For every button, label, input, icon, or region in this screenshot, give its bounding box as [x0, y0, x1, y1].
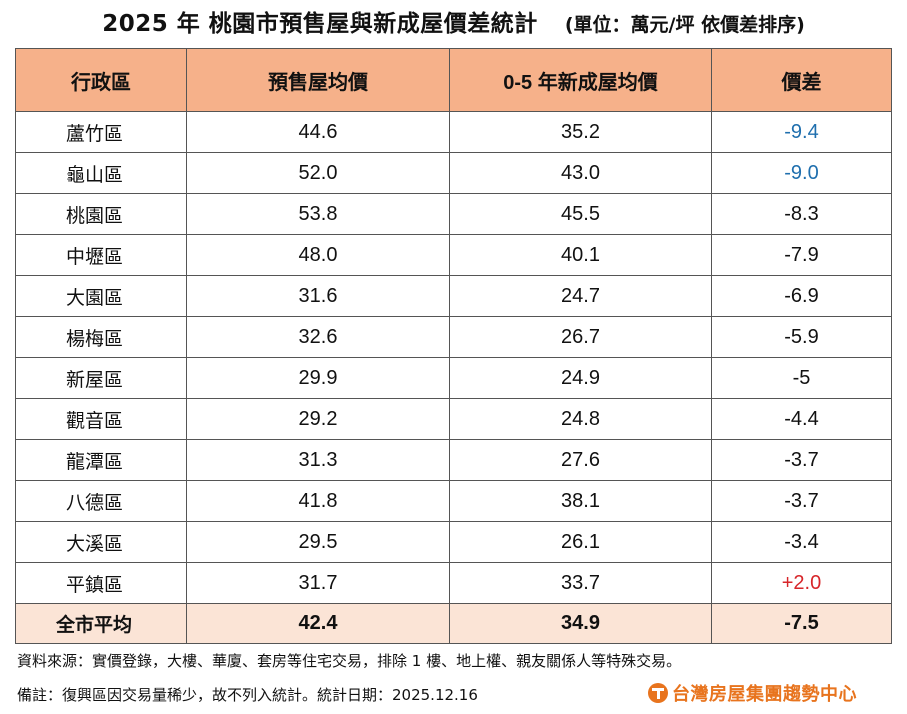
row-district: 平鎮區: [15, 562, 187, 604]
table-row: 中壢區 48.0 40.1 -7.9: [15, 234, 892, 276]
table-header-row: 行政區 預售屋均價 0-5 年新成屋均價 價差: [15, 48, 892, 112]
total-new-build: 34.9: [449, 603, 712, 644]
row-district: 龜山區: [15, 152, 187, 194]
price-diff-table: 行政區 預售屋均價 0-5 年新成屋均價 價差 蘆竹區 44.6 35.2 -9.4 龜…: [15, 48, 892, 644]
row-price-diff: -6.9: [711, 275, 892, 317]
row-district: 中壢區: [15, 234, 187, 276]
title-main: 2025 年 桃園市預售屋與新成屋價差統計: [102, 11, 538, 37]
row-presale-price: 31.7: [186, 562, 450, 604]
row-price-diff: -3.4: [711, 521, 892, 563]
header-presale-price: 預售屋均價: [186, 48, 450, 112]
table-row: 平鎮區 31.7 33.7 +2.0: [15, 562, 892, 604]
row-new-build-price: 24.8: [449, 398, 712, 440]
row-district: 觀音區: [15, 398, 187, 440]
row-district: 大溪區: [15, 521, 187, 563]
row-presale-price: 52.0: [186, 152, 450, 194]
row-new-build-price: 33.7: [449, 562, 712, 604]
row-price-diff: -3.7: [711, 439, 892, 481]
row-district: 八德區: [15, 480, 187, 522]
row-presale-price: 29.2: [186, 398, 450, 440]
row-price-diff: -4.4: [711, 398, 892, 440]
row-district: 新屋區: [15, 357, 187, 399]
row-presale-price: 41.8: [186, 480, 450, 522]
row-presale-price: 32.6: [186, 316, 450, 358]
table-row: 觀音區 29.2 24.8 -4.4: [15, 398, 892, 440]
row-price-diff: -3.7: [711, 480, 892, 522]
header-price-diff: 價差: [711, 48, 892, 112]
table-row: 蘆竹區 44.6 35.2 -9.4: [15, 111, 892, 153]
page-title: 2025 年 桃園市預售屋與新成屋價差統計 (單位：萬元/坪 依價差排序): [0, 0, 907, 48]
table-row: 龜山區 52.0 43.0 -9.0: [15, 152, 892, 194]
row-new-build-price: 26.1: [449, 521, 712, 563]
row-district: 蘆竹區: [15, 111, 187, 153]
row-price-diff: -9.0: [711, 152, 892, 194]
row-presale-price: 53.8: [186, 193, 450, 235]
brand-logo-text: 台灣房屋集團趨勢中心: [672, 684, 857, 705]
row-price-diff: -7.9: [711, 234, 892, 276]
brand-logo: 台灣房屋集團趨勢中心: [648, 680, 857, 706]
row-presale-price: 44.6: [186, 111, 450, 153]
header-district: 行政區: [15, 48, 187, 112]
row-price-diff: +2.0: [711, 562, 892, 604]
row-new-build-price: 35.2: [449, 111, 712, 153]
row-district: 楊梅區: [15, 316, 187, 358]
row-presale-price: 29.9: [186, 357, 450, 399]
title-unit-note: (單位：萬元/坪 依價差排序): [564, 14, 805, 36]
row-presale-price: 29.5: [186, 521, 450, 563]
row-district: 桃園區: [15, 193, 187, 235]
row-new-build-price: 38.1: [449, 480, 712, 522]
source-note: 資料來源：實價登錄，大樓、華廈、套房等住宅交易，排除 1 樓、地上權、親友關係人…: [17, 652, 682, 670]
row-new-build-price: 26.7: [449, 316, 712, 358]
row-price-diff: -8.3: [711, 193, 892, 235]
row-new-build-price: 40.1: [449, 234, 712, 276]
table-row: 桃園區 53.8 45.5 -8.3: [15, 193, 892, 235]
row-price-diff: -5.9: [711, 316, 892, 358]
row-district: 龍潭區: [15, 439, 187, 481]
row-presale-price: 31.6: [186, 275, 450, 317]
row-new-build-price: 24.7: [449, 275, 712, 317]
table-row: 大園區 31.6 24.7 -6.9: [15, 275, 892, 317]
table-body: 蘆竹區 44.6 35.2 -9.4 龜山區 52.0 43.0 -9.0 桃園區 53.8 45.…: [15, 111, 892, 604]
table-row: 八德區 41.8 38.1 -3.7: [15, 480, 892, 522]
total-diff: -7.5: [711, 603, 892, 644]
remark-note: 備註：復興區因交易量稀少，故不列入統計。統計日期：2025.12.16: [17, 686, 478, 704]
total-presale: 42.4: [186, 603, 450, 644]
row-district: 大園區: [15, 275, 187, 317]
header-new-build-price: 0-5 年新成屋均價: [449, 48, 712, 112]
taiwan-realty-logo-icon: [648, 683, 668, 703]
row-price-diff: -5: [711, 357, 892, 399]
row-price-diff: -9.4: [711, 111, 892, 153]
row-new-build-price: 24.9: [449, 357, 712, 399]
table-row: 楊梅區 32.6 26.7 -5.9: [15, 316, 892, 358]
row-presale-price: 48.0: [186, 234, 450, 276]
row-new-build-price: 27.6: [449, 439, 712, 481]
row-new-build-price: 43.0: [449, 152, 712, 194]
table-row: 龍潭區 31.3 27.6 -3.7: [15, 439, 892, 481]
table-row: 大溪區 29.5 26.1 -3.4: [15, 521, 892, 563]
table-row: 新屋區 29.9 24.9 -5: [15, 357, 892, 399]
row-presale-price: 31.3: [186, 439, 450, 481]
total-label: 全市平均: [15, 603, 187, 644]
table-total-row: 全市平均 42.4 34.9 -7.5: [15, 603, 892, 644]
row-new-build-price: 45.5: [449, 193, 712, 235]
